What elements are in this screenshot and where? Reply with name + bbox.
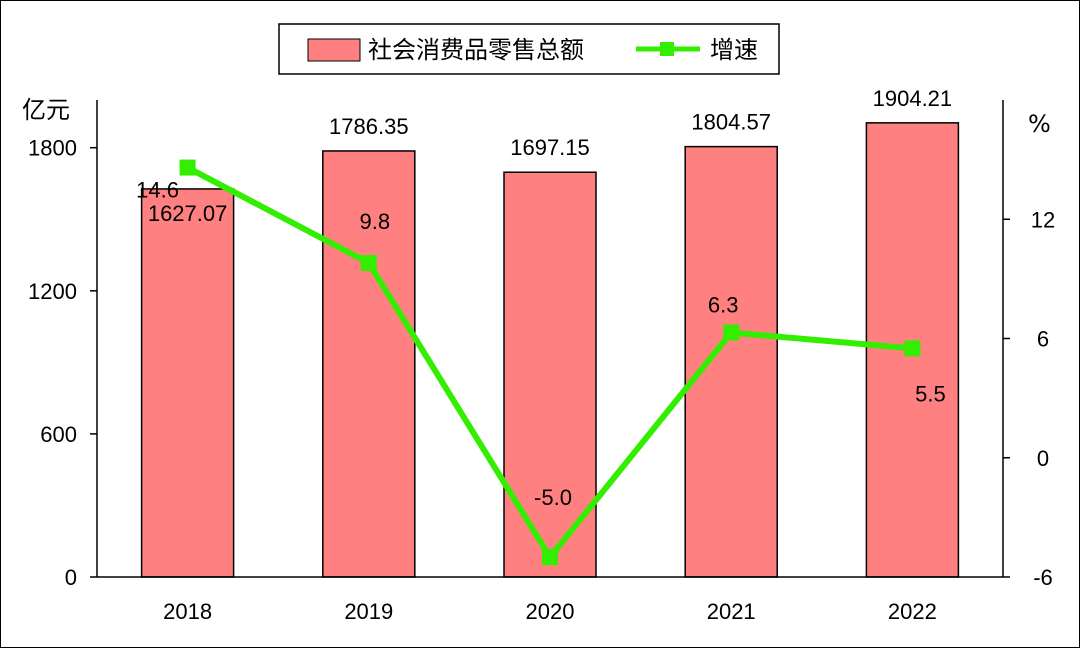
legend-bar-label: 社会消费品零售总额 xyxy=(368,36,584,64)
growth-marker-2021 xyxy=(723,324,740,341)
data-labels: 1627.07 1786.35 1697.15 1804.57 1904.21 14.6 9… xyxy=(136,86,952,510)
growth-value-label: 9.8 xyxy=(360,209,391,234)
right-tick-label: -6 xyxy=(1033,565,1053,590)
right-axis-unit: % xyxy=(1028,110,1051,138)
legend-line-label: 增速 xyxy=(710,36,758,64)
left-axis-unit: 亿元 xyxy=(22,96,70,124)
bar-2018 xyxy=(140,188,235,578)
x-tick-label: 2020 xyxy=(526,599,575,624)
legend-bar-swatch xyxy=(307,38,361,62)
line-series xyxy=(179,159,921,566)
right-tick-label: 0 xyxy=(1037,446,1049,471)
bar-2019 xyxy=(322,150,416,578)
growth-marker-2020 xyxy=(542,549,558,566)
bar-value-label: 1627.07 xyxy=(148,201,228,226)
growth-value-label: 14.6 xyxy=(136,178,179,203)
bar-2021 xyxy=(684,145,778,578)
axes: 0 600 1200 1800 -6 0 6 12 2018 2019 2020 2021 2022 xyxy=(28,100,1055,624)
growth-marker-2019 xyxy=(360,254,377,271)
right-tick-label: 6 xyxy=(1037,327,1049,352)
left-tick-label: 0 xyxy=(65,565,77,590)
growth-value-label: 6.3 xyxy=(708,293,739,318)
bar-value-label: 1697.15 xyxy=(510,135,590,160)
legend-line-marker xyxy=(660,42,674,56)
left-tick-label: 1800 xyxy=(28,136,77,161)
x-tick-label: 2019 xyxy=(344,599,393,624)
bar-value-label: 1804.57 xyxy=(691,110,771,135)
bar-series xyxy=(140,122,960,578)
growth-value-label: -5.0 xyxy=(534,485,572,510)
right-tick-label: 12 xyxy=(1031,207,1055,232)
x-tick-label: 2021 xyxy=(707,599,756,624)
growth-marker-2022 xyxy=(904,340,921,357)
left-tick-label: 600 xyxy=(40,422,77,447)
left-tick-label: 1200 xyxy=(28,279,77,304)
bar-value-label: 1904.21 xyxy=(873,86,953,111)
legend: 社会消费品零售总额 增速 xyxy=(278,23,780,75)
bar-value-label: 1786.35 xyxy=(329,114,409,139)
x-tick-label: 2022 xyxy=(888,599,937,624)
growth-marker-2018 xyxy=(179,159,196,176)
growth-value-label: 5.5 xyxy=(915,381,946,406)
x-tick-label: 2018 xyxy=(163,599,212,624)
